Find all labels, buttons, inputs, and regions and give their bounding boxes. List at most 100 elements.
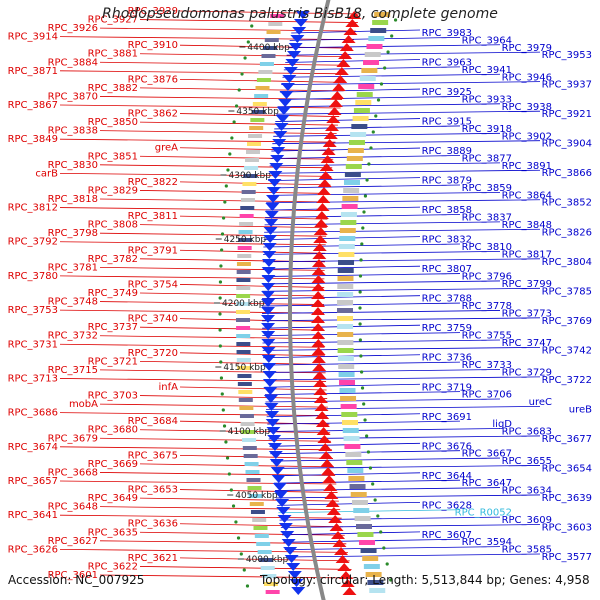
label-connector xyxy=(270,155,461,159)
left-gene-label: RPC_3669 xyxy=(88,459,138,470)
forward-strand-gene xyxy=(275,115,290,123)
forward-strand-gene xyxy=(278,99,293,107)
gene-category-box xyxy=(243,174,258,178)
scale-dot xyxy=(229,488,233,492)
scale-dot xyxy=(220,248,224,252)
label-connector xyxy=(139,360,326,365)
gene-category-box xyxy=(250,118,265,122)
forward-strand-gene xyxy=(266,187,281,195)
scale-dot xyxy=(390,34,394,38)
reverse-strand-gene xyxy=(313,235,328,243)
scale-dot xyxy=(227,472,231,476)
scale-dot xyxy=(358,290,362,294)
gene-category-box xyxy=(358,84,375,89)
gene-category-box xyxy=(374,12,391,17)
gene-category-box xyxy=(264,38,279,42)
reverse-strand-gene xyxy=(317,435,332,443)
forward-strand-gene xyxy=(271,147,286,155)
scale-dot xyxy=(219,360,223,364)
gene-category-box xyxy=(256,542,271,546)
gene-category-box xyxy=(245,158,260,162)
scale-dot xyxy=(360,242,364,246)
reverse-strand-gene xyxy=(311,299,326,307)
scale-dot xyxy=(242,568,246,572)
map-title: Rhodopseudomonas palustris BisB18, compl… xyxy=(102,6,498,22)
forward-strand-gene xyxy=(270,155,285,163)
right-gene-label: RPC_3832 xyxy=(422,235,472,246)
gene-category-box xyxy=(356,524,373,529)
gene-category-box xyxy=(241,430,256,434)
label-connector xyxy=(262,258,541,263)
left-gene-label: RPC_3748 xyxy=(48,297,98,308)
scale-dot xyxy=(360,386,365,390)
gene-category-box xyxy=(353,108,370,113)
right-gene-label: RPC_3889 xyxy=(422,146,472,157)
scale-dot xyxy=(365,178,369,182)
right-gene-label: RPC_3778 xyxy=(462,301,512,312)
left-gene-label: RPC_3914 xyxy=(8,32,58,43)
right-gene-label: RPC_3755 xyxy=(462,331,512,342)
label-connector xyxy=(262,287,541,292)
reverse-strand-gene xyxy=(334,547,349,555)
gene-category-box xyxy=(337,292,354,297)
reverse-strand-gene xyxy=(311,323,326,331)
right-gene-label: RPC_3788 xyxy=(422,294,472,305)
forward-strand-gene xyxy=(265,419,280,427)
scale-dot xyxy=(359,258,363,262)
label-connector xyxy=(59,241,326,246)
right-gene-label: RPC_3634 xyxy=(502,486,552,497)
left-gene-label: RPC_3668 xyxy=(48,467,98,478)
reverse-strand-gene xyxy=(319,163,334,171)
scale-dot xyxy=(379,82,384,86)
reverse-strand-gene xyxy=(311,331,326,339)
scale-dot xyxy=(250,24,254,28)
scale-dot xyxy=(362,402,366,406)
reverse-strand-gene xyxy=(328,99,343,107)
left-gene-label: RPC_3740 xyxy=(128,314,178,325)
gene-category-box xyxy=(352,116,369,121)
label-connector xyxy=(139,463,335,468)
forward-strand-gene xyxy=(261,339,276,347)
right-gene-label: RPC_3722 xyxy=(542,375,592,386)
left-gene-label: RPC_3851 xyxy=(88,151,138,162)
label-connector xyxy=(265,398,501,403)
scale-dot xyxy=(365,434,369,438)
gene-category-box xyxy=(345,452,362,457)
label-connector xyxy=(99,130,337,135)
left-gene-label: RPC_3838 xyxy=(48,126,98,137)
right-gene-label: RPC_3785 xyxy=(542,286,592,297)
gene-category-box xyxy=(368,36,385,41)
scale-dot xyxy=(218,296,222,300)
reverse-strand-gene xyxy=(318,443,333,451)
forward-strand-gene xyxy=(278,523,293,531)
gene-category-box xyxy=(240,198,255,202)
gene-category-box xyxy=(337,332,354,337)
left-gene-label: RPC_3732 xyxy=(48,331,98,342)
reverse-strand-gene xyxy=(336,59,351,67)
forward-strand-gene xyxy=(266,427,281,435)
reverse-strand-gene xyxy=(324,491,339,499)
label-connector xyxy=(276,494,541,499)
label-connector xyxy=(99,266,325,271)
gene-category-box xyxy=(344,444,361,449)
label-connector xyxy=(263,251,501,255)
gene-category-box xyxy=(252,102,267,106)
scale-dot xyxy=(358,306,362,310)
scale-dot xyxy=(219,264,223,268)
left-gene-label: RPC_3653 xyxy=(128,485,178,496)
gene-category-box xyxy=(245,470,260,474)
scale-dot xyxy=(222,424,227,428)
right-gene-label: ureB xyxy=(569,404,592,415)
gene-category-box xyxy=(338,252,355,257)
forward-strand-gene xyxy=(269,459,284,467)
forward-strand-gene xyxy=(262,371,277,379)
gene-category-box xyxy=(243,454,258,458)
label-connector xyxy=(59,138,336,143)
scale-dot xyxy=(220,392,224,396)
forward-strand-gene xyxy=(279,91,294,99)
gene-category-box xyxy=(239,214,254,218)
gene-category-box xyxy=(260,566,275,570)
reverse-strand-gene xyxy=(323,483,338,491)
scale-dot xyxy=(221,408,225,412)
gene-category-box xyxy=(361,68,378,73)
